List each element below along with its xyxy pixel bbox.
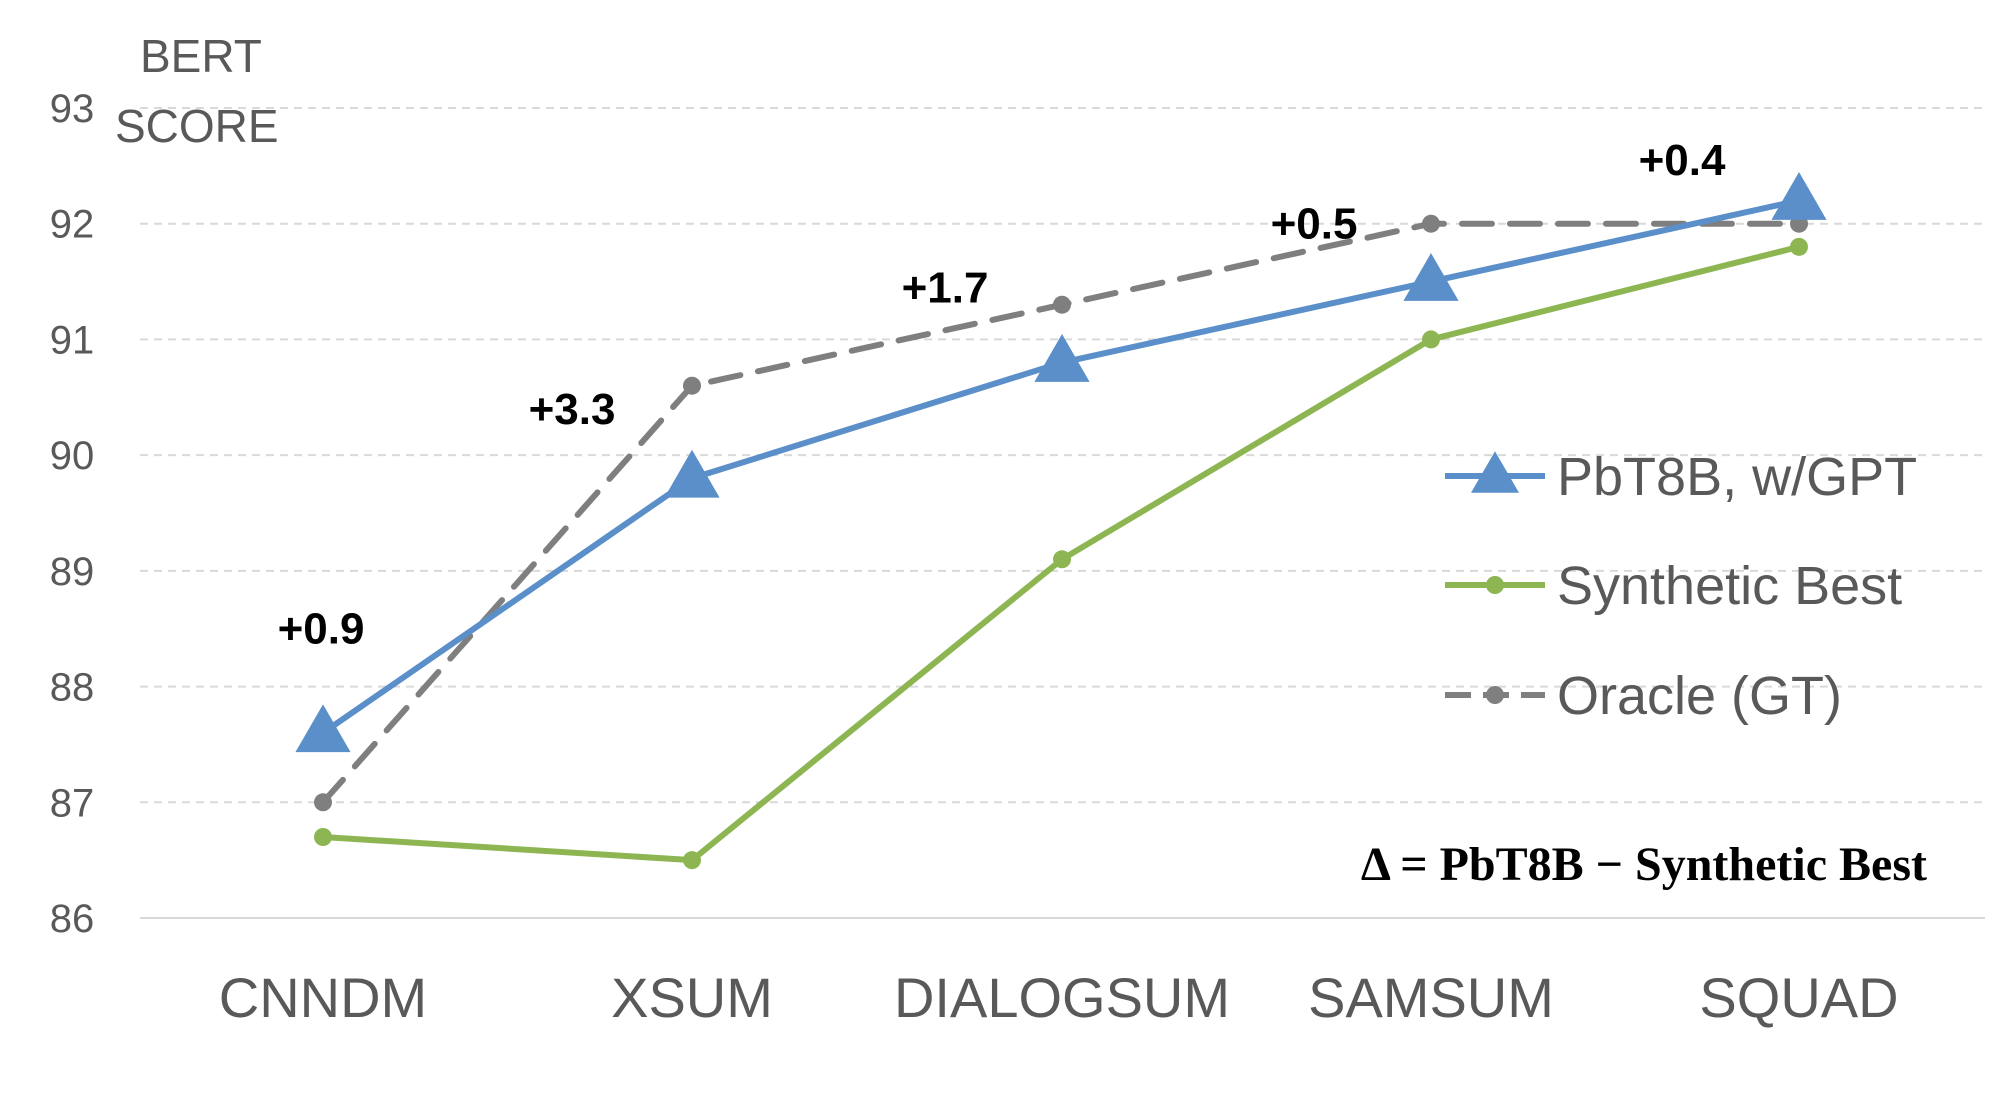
data-point-circle — [1422, 330, 1440, 349]
data-point-circle — [1790, 237, 1808, 256]
y-tick-label: 87 — [50, 781, 95, 825]
y-tick-label: 92 — [50, 203, 95, 247]
x-tick-label: XSUM — [611, 966, 773, 1029]
delta-annotation: +0.4 — [1639, 136, 1726, 185]
data-point-triangle — [1403, 253, 1459, 301]
legend-label: PbT8B, w/GPT — [1557, 447, 1917, 507]
data-point-circle — [683, 376, 701, 395]
data-point-circle — [683, 851, 701, 870]
y-tick-label: 89 — [50, 550, 95, 594]
delta-annotation: +0.5 — [1271, 200, 1358, 249]
x-axis-ticks: CNNDM XSUM DIALOGSUM SAMSUM SQUAD — [219, 966, 1899, 1029]
series-lines — [295, 172, 1827, 870]
data-point-triangle — [1034, 334, 1090, 382]
x-tick-label: CNNDM — [219, 966, 427, 1029]
delta-annotation: +0.9 — [278, 605, 365, 654]
y-axis-label-line-2: SCORE — [115, 100, 279, 152]
data-point-triangle — [664, 449, 720, 498]
data-point-circle — [1053, 550, 1071, 569]
delta-annotation: +3.3 — [529, 385, 616, 434]
data-point-triangle — [295, 704, 351, 753]
y-tick-label: 86 — [50, 897, 95, 941]
data-point-circle — [314, 828, 332, 846]
legend: PbT8B, w/GPT Synthetic Best Oracle (GT) — [1445, 447, 1917, 726]
legend-marker-circle — [1486, 686, 1504, 704]
data-point-circle — [1422, 214, 1440, 233]
x-tick-label: DIALOGSUM — [894, 966, 1230, 1029]
x-tick-label: SAMSUM — [1308, 966, 1554, 1029]
x-tick-label: SQUAD — [1699, 966, 1898, 1029]
data-point-circle — [1053, 295, 1071, 314]
legend-label: Synthetic Best — [1557, 556, 1902, 616]
legend-marker-circle — [1486, 576, 1504, 594]
data-point-triangle — [1771, 172, 1827, 220]
y-tick-label: 91 — [50, 318, 95, 362]
y-tick-label: 90 — [50, 434, 95, 478]
y-axis-label-line-1: BERT — [140, 30, 262, 82]
delta-formula: Δ = PbT8B − Synthetic Best — [1361, 838, 1927, 891]
gridlines — [140, 107, 1985, 919]
delta-annotations: +0.9 +3.3 +1.7 +0.5 +0.4 — [278, 136, 1726, 654]
y-tick-label: 93 — [50, 87, 95, 131]
legend-label: Oracle (GT) — [1557, 666, 1842, 726]
delta-annotation: +1.7 — [902, 263, 989, 312]
y-axis-ticks: 86 87 88 89 90 91 92 93 — [50, 87, 95, 941]
legend-marker-triangle — [1471, 451, 1519, 493]
data-point-circle — [314, 793, 332, 812]
y-tick-label: 88 — [50, 666, 95, 710]
